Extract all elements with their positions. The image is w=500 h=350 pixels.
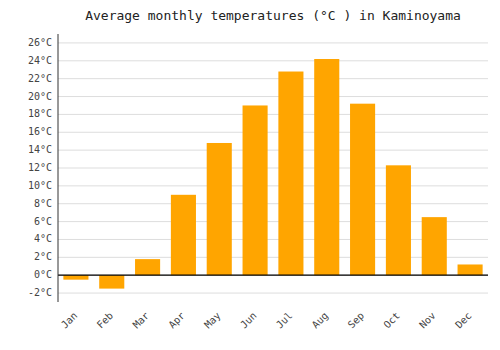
grid-line [58,96,488,97]
grid-line [58,168,488,169]
bar [135,259,160,275]
bar [99,275,124,288]
x-tick-label: Aug [310,310,331,331]
bar [63,275,88,279]
x-tick-labels: Jan Feb Mar Apr May Jun Jul Aug Sep Oct Nov Dec [59,310,474,331]
chart-container: Average monthly temperatures (°C ) in Ka… [0,0,500,350]
x-tick-label: Feb [95,310,116,331]
grid-line [58,185,488,186]
grid [58,43,488,293]
x-tick-label: Apr [166,310,187,331]
bar [386,165,411,275]
bar [350,104,375,276]
y-tick-label: 4°C [34,233,52,244]
y-tick-label: 2°C [34,251,52,262]
grid-line [58,275,488,276]
grid-line [58,150,488,151]
bar [278,72,303,276]
grid-line [58,60,488,61]
grid-line [58,132,488,133]
y-axis-line [58,34,59,302]
y-tick-label: -2°C [28,287,52,298]
chart-svg: Average monthly temperatures (°C ) in Ka… [0,0,500,350]
x-tick-label: Sep [346,310,367,331]
title: Average monthly temperatures (°C ) in Ka… [85,8,461,23]
grid-line [58,78,488,79]
bar [171,195,196,275]
x-tick-label: Mar [131,310,152,331]
y-tick-label: 16°C [28,126,52,137]
grid-line [58,114,488,115]
x-tick-label: Jul [274,310,295,331]
bar [207,143,232,275]
grid-line [58,293,488,294]
y-tick-label: 14°C [28,144,52,155]
y-tick-labels: -2°C 0°C 2°C 4°C 6°C 8°C 10°C 12°C 14°C 16°C 18°C 2… [28,37,52,298]
bars [63,59,482,289]
x-tick-label: Oct [381,310,402,331]
y-tick-label: 18°C [28,108,52,119]
grid-line [58,203,488,204]
y-tick-label: 6°C [34,216,52,227]
x-tick-label: Jan [59,310,80,331]
y-tick-label: 24°C [28,55,52,66]
bar [314,59,339,275]
y-tick-label: 22°C [28,73,52,84]
bar [458,264,483,275]
bar [243,105,268,275]
y-tick-label: 8°C [34,198,52,209]
zero-line [58,275,488,276]
y-tick-label: 26°C [28,37,52,48]
x-tick-label: Jun [238,310,259,331]
y-tick-label: 12°C [28,162,52,173]
x-tick-label: Nov [417,310,438,331]
grid-line [58,42,488,43]
y-tick-label: 20°C [28,91,52,102]
bar [422,217,447,275]
x-tick-label: Dec [453,310,474,331]
y-tick-label: 0°C [34,269,52,280]
y-tick-label: 10°C [28,180,52,191]
x-tick-label: May [202,310,223,331]
